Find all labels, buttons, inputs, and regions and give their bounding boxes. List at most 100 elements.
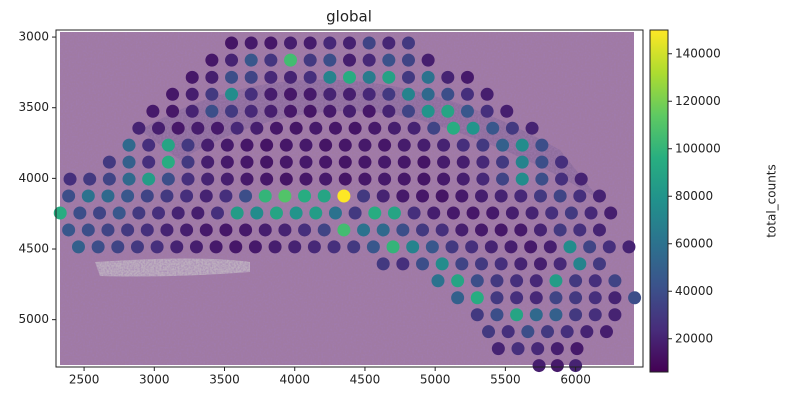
spot	[199, 189, 213, 203]
spot	[437, 155, 451, 169]
spot	[191, 206, 205, 220]
spot	[171, 206, 185, 220]
spot	[441, 87, 455, 101]
spot	[401, 53, 415, 67]
spot	[161, 172, 175, 186]
spot	[494, 223, 508, 237]
spot	[284, 36, 298, 50]
y-tick-label: 4500	[18, 242, 49, 256]
spot	[244, 104, 258, 118]
spot	[456, 172, 470, 186]
spot	[298, 223, 312, 237]
spot	[244, 53, 258, 67]
spot	[358, 155, 372, 169]
spot	[553, 223, 567, 237]
spot	[303, 70, 317, 84]
spot	[229, 240, 243, 254]
spot	[101, 189, 115, 203]
spot	[421, 53, 435, 67]
spot	[298, 189, 312, 203]
spot	[264, 36, 278, 50]
spot	[250, 206, 264, 220]
spot	[574, 172, 588, 186]
spot	[323, 36, 337, 50]
spot	[417, 155, 431, 169]
spot	[553, 189, 567, 203]
spot	[622, 240, 636, 254]
spot	[455, 257, 469, 271]
spot	[491, 342, 505, 356]
spot	[592, 257, 606, 271]
spot	[569, 308, 583, 322]
spot	[284, 53, 298, 67]
spot	[549, 291, 563, 305]
spot	[529, 274, 543, 288]
spot	[401, 104, 415, 118]
spot	[456, 138, 470, 152]
spot	[397, 172, 411, 186]
spot	[225, 53, 239, 67]
spot	[309, 206, 323, 220]
y-tick-label: 4000	[18, 171, 49, 185]
spot	[460, 104, 474, 118]
x-tick-label: 5500	[490, 373, 521, 387]
spot	[362, 36, 376, 50]
spot	[608, 308, 622, 322]
spot	[501, 325, 515, 339]
spot	[401, 87, 415, 101]
spot	[299, 155, 313, 169]
spot	[225, 87, 239, 101]
spot	[303, 87, 317, 101]
colorbar-tick-label: 80000	[675, 189, 713, 203]
colorbar-tick-label: 60000	[675, 236, 713, 250]
spot	[62, 189, 76, 203]
colorbar-tick-label: 100000	[675, 141, 721, 155]
spot	[122, 172, 136, 186]
spot	[525, 206, 539, 220]
spot	[504, 240, 518, 254]
spot	[425, 240, 439, 254]
spot	[421, 104, 435, 118]
spot	[553, 257, 567, 271]
spot	[515, 138, 529, 152]
spot	[397, 138, 411, 152]
spot	[435, 257, 449, 271]
colorbar	[649, 29, 669, 373]
spot	[205, 53, 219, 67]
spot	[417, 172, 431, 186]
spot	[608, 291, 622, 305]
spot	[307, 240, 321, 254]
spot	[510, 291, 524, 305]
spot	[560, 325, 574, 339]
spot	[260, 138, 274, 152]
spot	[328, 206, 342, 220]
spot	[161, 138, 175, 152]
spot	[185, 87, 199, 101]
spot	[580, 325, 594, 339]
spot	[81, 223, 95, 237]
spot	[376, 257, 390, 271]
spot	[437, 172, 451, 186]
spot	[541, 325, 555, 339]
spot	[53, 206, 67, 220]
spot	[219, 189, 233, 203]
spot	[73, 206, 87, 220]
spot	[240, 138, 254, 152]
spot	[407, 206, 421, 220]
spot	[264, 53, 278, 67]
spot	[592, 223, 606, 237]
colorbar-label: total_counts	[765, 164, 779, 238]
spot	[514, 189, 528, 203]
spot	[279, 172, 293, 186]
spot	[244, 70, 258, 84]
spot	[494, 257, 508, 271]
spot	[244, 36, 258, 50]
spot	[628, 291, 642, 305]
spot	[514, 223, 528, 237]
spot	[288, 240, 302, 254]
spot	[563, 240, 577, 254]
spot	[401, 70, 415, 84]
spot	[317, 189, 331, 203]
spot	[529, 291, 543, 305]
spot	[573, 257, 587, 271]
